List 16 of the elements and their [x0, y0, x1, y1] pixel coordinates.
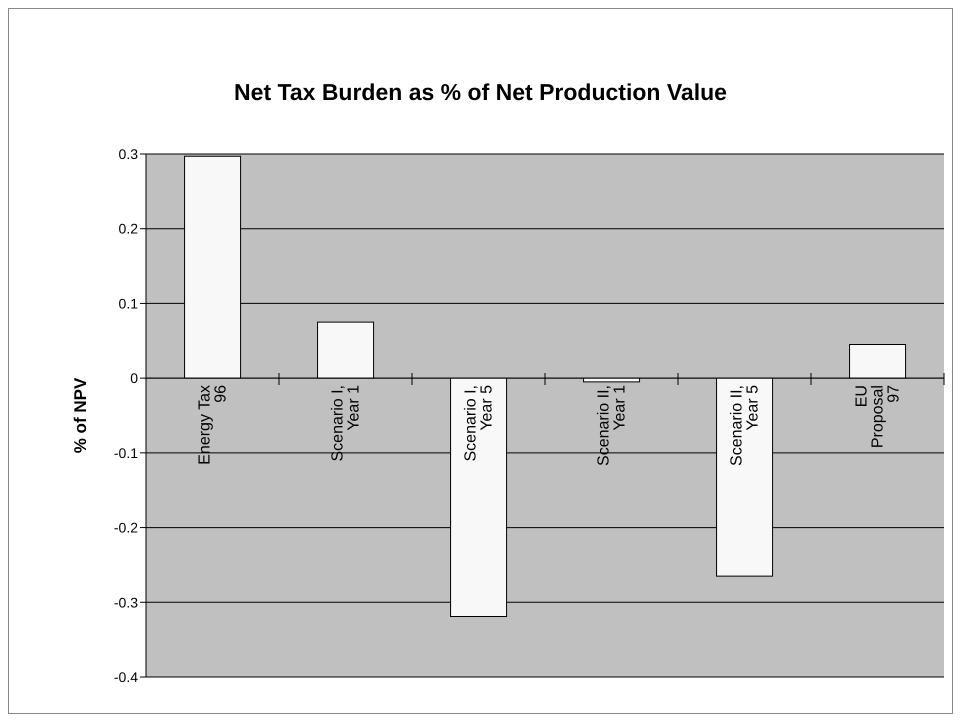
y-tick-label: 0.1 [118, 295, 138, 312]
y-tick-label: -0.4 [114, 668, 138, 685]
chart-title: Net Tax Burden as % of Net Production Value [233, 79, 728, 106]
y-axis-title: % of NPV [71, 377, 90, 454]
y-tick-label: 0.2 [118, 220, 138, 237]
x-tick-label: Scenario II, Year 5 [728, 384, 762, 466]
y-tick-label: 0 [130, 370, 138, 386]
x-tick-label: Scenario I, Year 5 [462, 384, 496, 462]
y-tick-label: -0.3 [114, 594, 138, 610]
x-tick-label: EU Proposal 97 [854, 384, 902, 448]
x-tick-label: Energy Tax 96 [196, 384, 230, 465]
y-tick-label: -0.2 [114, 520, 138, 536]
y-tick-label: 0.3 [118, 146, 138, 162]
y-tick-label: -0.1 [114, 444, 138, 461]
x-tick-label: Scenario II, Year 1 [596, 384, 628, 466]
x-tick-label: Scenario I, Year 1 [330, 384, 362, 462]
